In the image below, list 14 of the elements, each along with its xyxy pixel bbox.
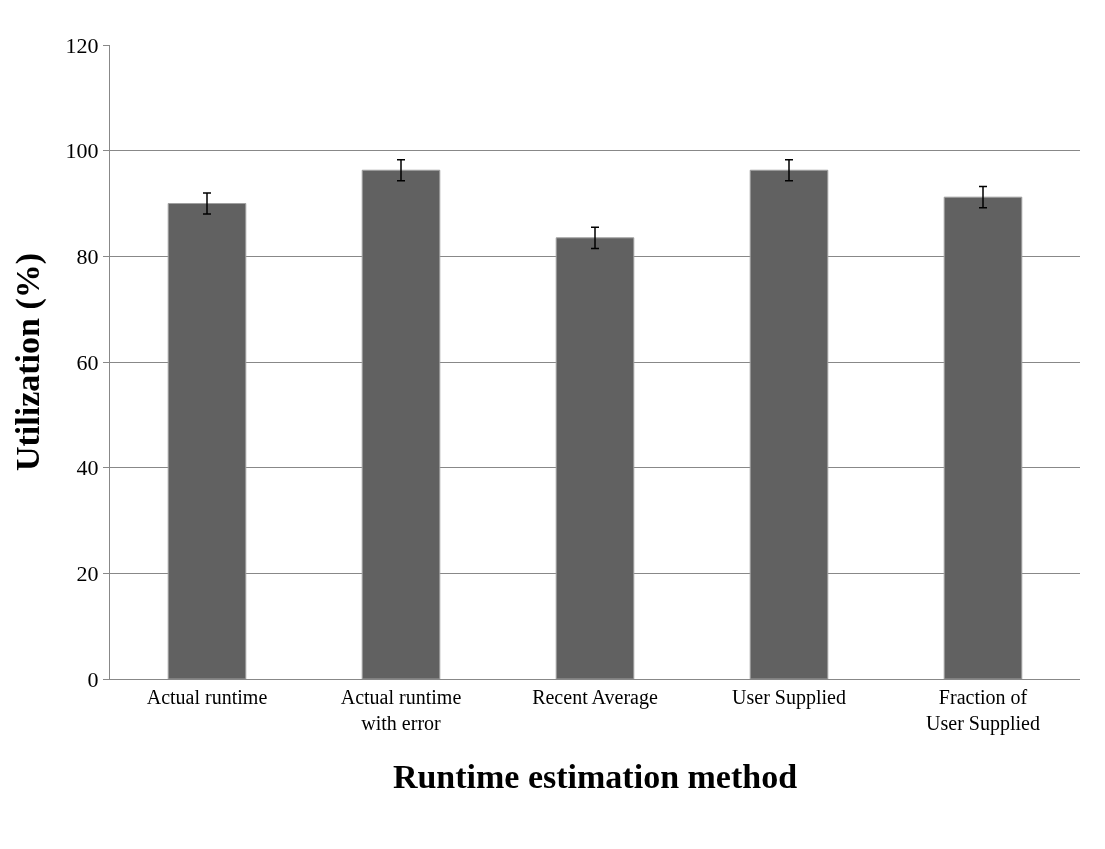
- y-tick-label: 120: [65, 32, 99, 58]
- y-tick-label: 20: [76, 561, 99, 587]
- y-tick-label: 40: [76, 455, 99, 481]
- y-axis-title: Utilization (%): [9, 252, 48, 472]
- y-tick-label: 60: [76, 349, 99, 375]
- y-tick-label: 100: [65, 138, 99, 164]
- x-tick-label: Actual runtime: [146, 686, 268, 708]
- x-tick-label: User Supplied: [732, 686, 846, 709]
- x-tick-label: Actual runtime with error: [340, 686, 462, 734]
- y-tick-label: 80: [76, 244, 99, 270]
- x-axis-title: Runtime estimation method: [392, 758, 798, 796]
- x-tick-label: Recent Average: [532, 686, 658, 709]
- x-tick-label: Fraction of User Supplied: [926, 686, 1040, 735]
- y-tick-label: 0: [87, 666, 99, 692]
